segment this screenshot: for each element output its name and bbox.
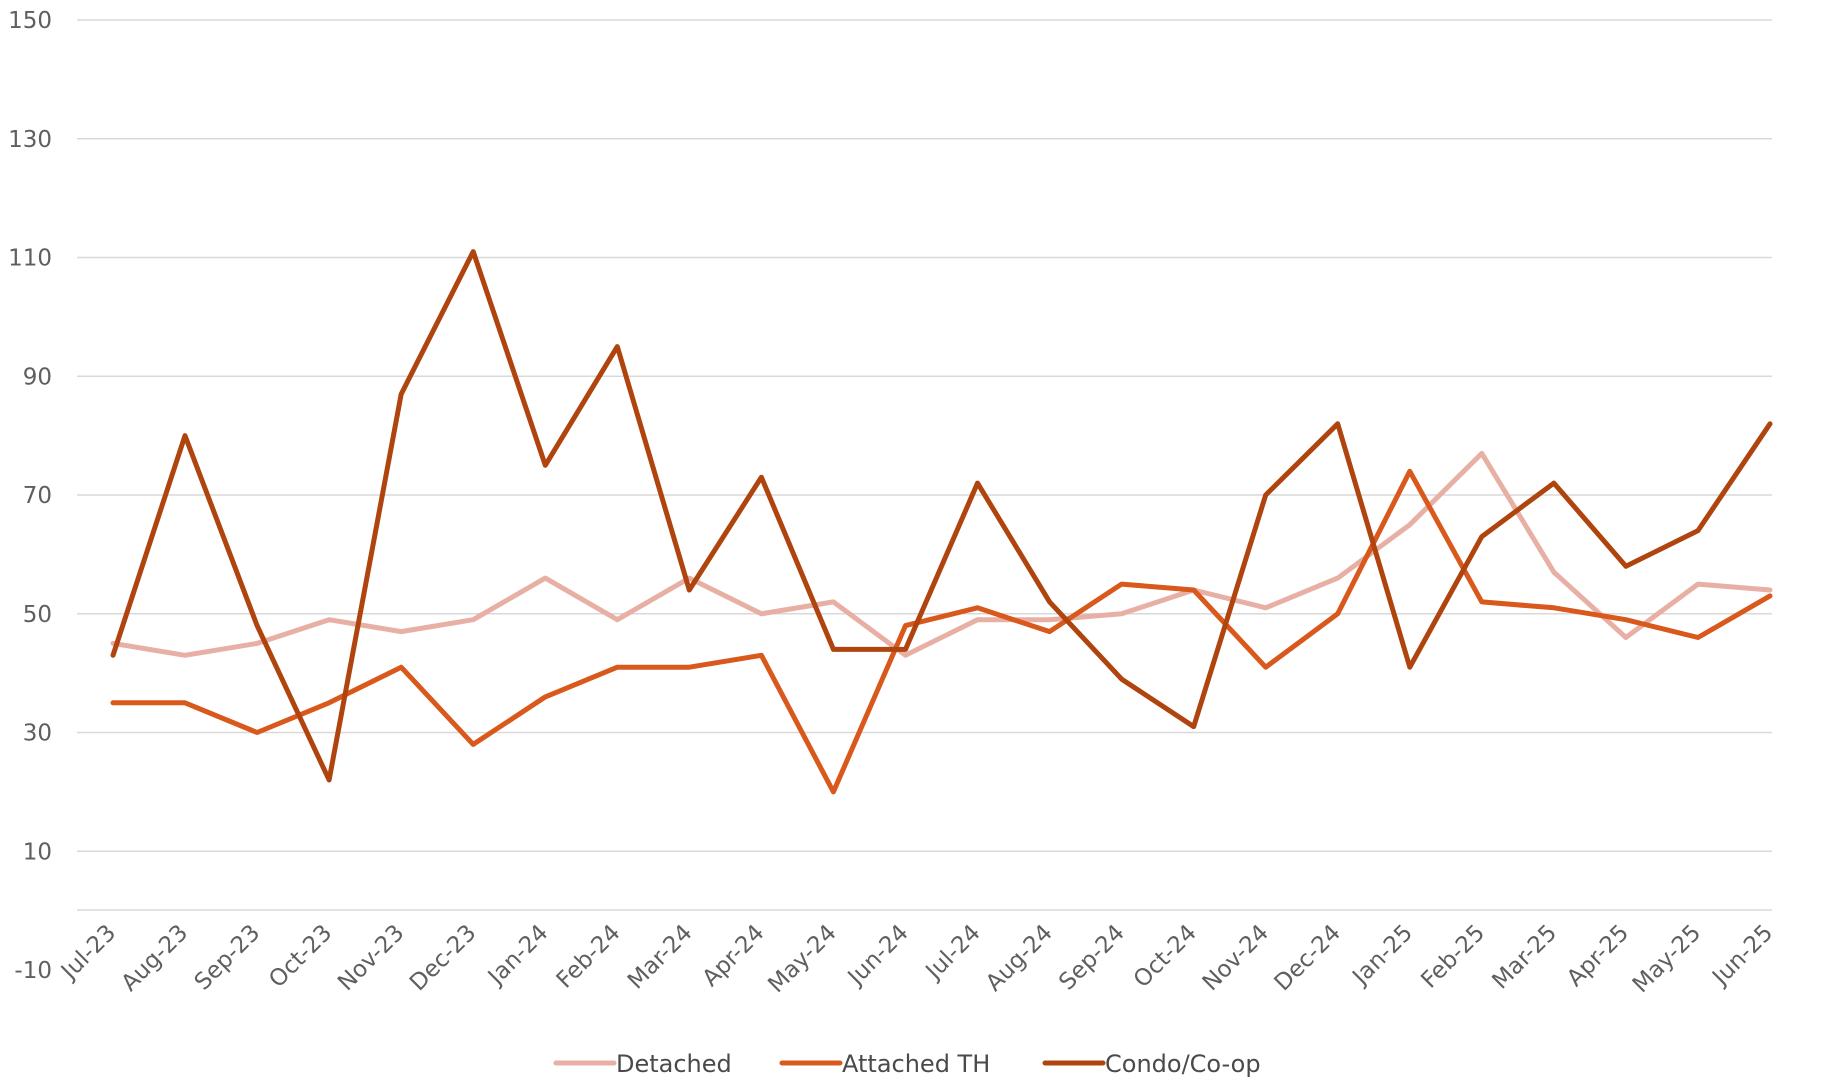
y-tick-label: 130 [8, 127, 52, 153]
x-tick-label: Nov-24 [1198, 920, 1274, 996]
x-tick-label: Jun-25 [1706, 920, 1778, 992]
series-line-condo-co-op [110, 249, 1773, 783]
legend-item: Detached [553, 1050, 732, 1078]
y-tick-label: 10 [23, 839, 52, 865]
y-axis-ticks: -10 10 30 50 70 90 110 130 150 [8, 8, 52, 984]
x-tick-label: Mar-24 [623, 920, 698, 995]
y-tick-label: 90 [23, 364, 52, 390]
legend-label: Detached [616, 1050, 732, 1078]
x-tick-label: Sep-23 [190, 920, 266, 996]
x-tick-label: Sep-24 [1054, 920, 1130, 996]
legend-item: Attached TH [779, 1050, 990, 1078]
y-tick-label: 70 [23, 483, 52, 509]
x-tick-label: Jun-24 [842, 920, 914, 992]
x-tick-label: Aug-23 [117, 920, 194, 997]
y-tick-label: 50 [23, 602, 52, 628]
x-tick-label: Mar-25 [1488, 920, 1563, 995]
series-line-detached [110, 450, 1773, 658]
x-tick-label: Feb-24 [552, 920, 626, 994]
x-tick-label: Jul-23 [55, 920, 121, 986]
x-tick-label: Oct-23 [264, 920, 337, 993]
y-tick-label: 110 [8, 246, 52, 272]
y-tick-label: 30 [23, 721, 52, 747]
x-tick-label: Jan-24 [482, 920, 553, 991]
x-tick-label: May-25 [1628, 920, 1706, 998]
x-tick-label: Nov-23 [333, 920, 409, 996]
x-tick-label: Apr-25 [1562, 920, 1634, 992]
x-tick-label: Feb-25 [1416, 920, 1490, 994]
series-lines [110, 249, 1773, 795]
x-tick-label: Aug-24 [981, 920, 1058, 997]
x-tick-label: Oct-24 [1129, 920, 1202, 993]
x-tick-label: Jan-25 [1347, 920, 1418, 991]
series-line-attached-th [110, 468, 1773, 795]
x-tick-label: Dec-23 [405, 920, 481, 996]
legend: Detached Attached TH Condo/Co-op [553, 1050, 1261, 1078]
legend-label: Attached TH [842, 1050, 990, 1078]
x-tick-label: Dec-24 [1270, 920, 1346, 996]
y-tick-label: 150 [8, 8, 52, 34]
y-tick-label: -10 [14, 958, 52, 984]
legend-item: Condo/Co-op [1042, 1050, 1261, 1078]
x-tick-label: Apr-24 [698, 920, 770, 992]
legend-label: Condo/Co-op [1105, 1050, 1261, 1078]
x-tick-label: May-24 [763, 920, 841, 998]
x-tick-label: Jul-24 [920, 920, 986, 986]
